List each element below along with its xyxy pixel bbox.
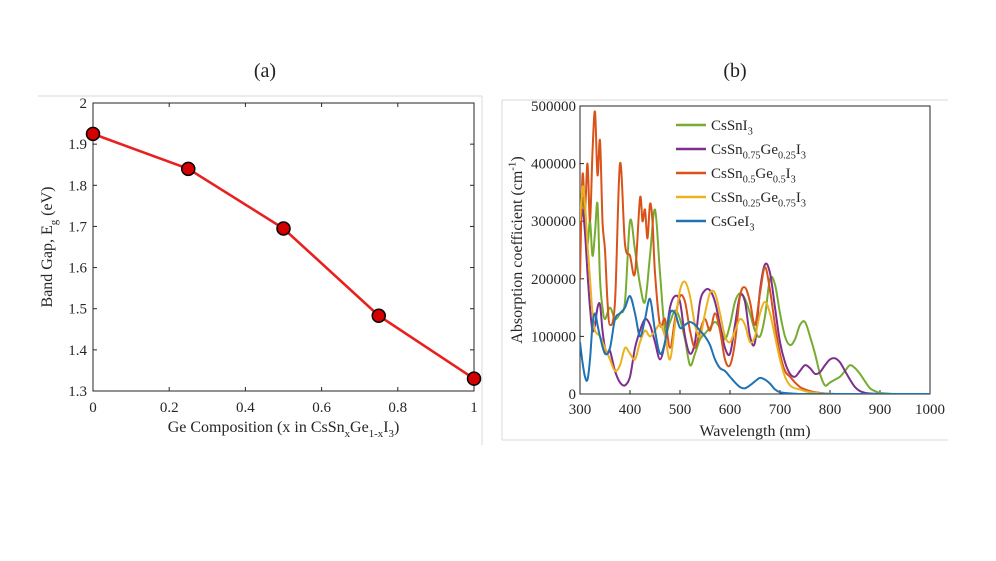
- x-tick-label-a: 0.6: [312, 400, 331, 416]
- band-gap-point: [276, 221, 291, 236]
- band-gap-point: [181, 161, 196, 177]
- x-axis-label-a: Ge Composition (x in CsSnxGe1-xI3): [168, 419, 400, 440]
- band-gap-point: [371, 308, 386, 323]
- plot-a-axes-box: [92, 102, 475, 392]
- x-tick-label-a: 0: [89, 400, 97, 416]
- y-tick-label-a: 1.7: [68, 219, 87, 235]
- y-tick-label-a: 1.9: [68, 137, 87, 153]
- panel-b-label: (b): [723, 60, 747, 82]
- x-tick-label-a: 0.2: [160, 400, 179, 416]
- y-tick-label-a: 1.5: [68, 302, 87, 318]
- y-axis-label-a: Band Gap, Eg (eV): [39, 187, 60, 308]
- y-tick-label-a: 1.8: [68, 178, 87, 194]
- band-gap-point: [466, 371, 482, 386]
- x-tick-label-a: 1: [470, 400, 478, 416]
- panel-a-label: (a): [253, 60, 277, 82]
- x-tick-label-a: 0.8: [388, 400, 407, 416]
- y-tick-label-a: 2: [80, 96, 88, 112]
- y-tick-label-a: 1.6: [68, 261, 87, 277]
- x-tick-label-a: 0.4: [236, 400, 255, 416]
- band-gap-point: [85, 126, 101, 142]
- y-tick-label-a: 1.3: [68, 384, 87, 400]
- y-tick-label-a: 1.4: [68, 343, 87, 359]
